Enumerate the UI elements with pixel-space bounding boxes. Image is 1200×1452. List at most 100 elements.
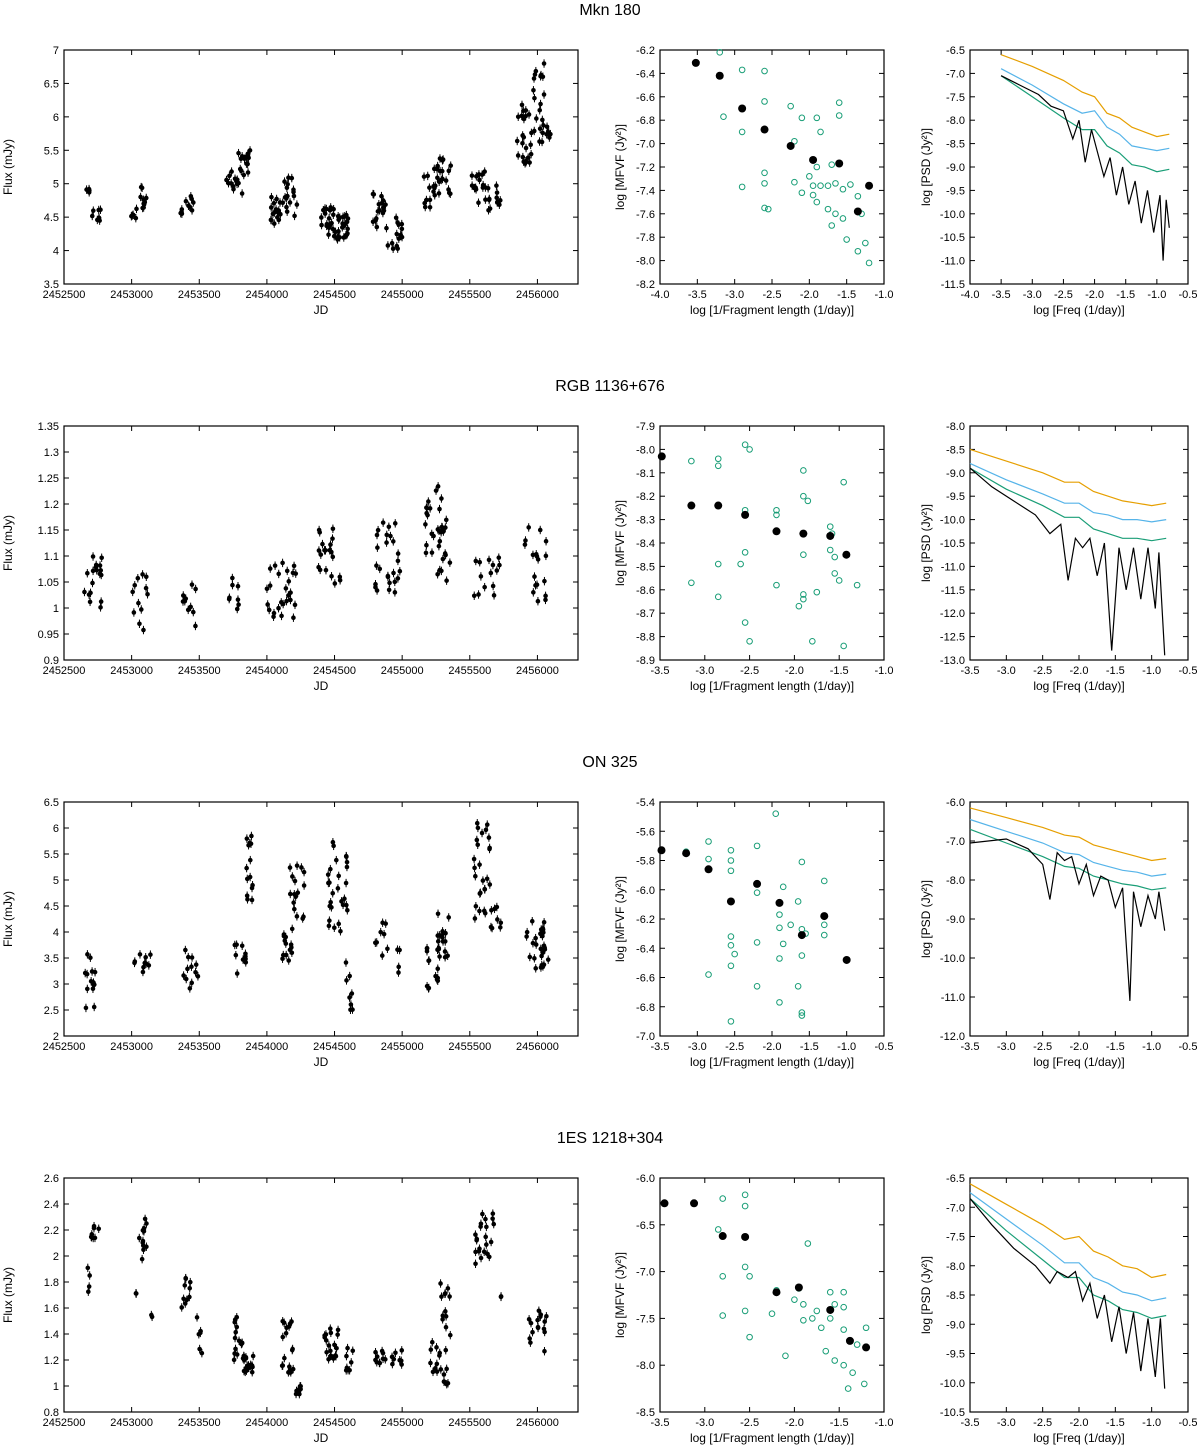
- light-curve-point: [249, 833, 254, 839]
- light-curve-point: [374, 588, 380, 593]
- psd-green-line: [969, 467, 1167, 542]
- mfvf-simulated-point: [828, 222, 836, 229]
- light-curve-point: [538, 72, 544, 78]
- mfvf-observed-point: [775, 898, 784, 907]
- y-tick-label: -6.8: [636, 1002, 655, 1014]
- x-tick-label: -2.0: [1085, 289, 1104, 301]
- light-curve-point: [236, 602, 241, 607]
- y-tick-label: -6.5: [636, 1220, 655, 1232]
- light-curve-point: [292, 602, 298, 608]
- light-curve-point: [435, 484, 441, 489]
- light-curve-point: [231, 1357, 237, 1363]
- light-curve-point: [264, 586, 270, 592]
- light-curve-point: [384, 532, 390, 538]
- mfvf-simulated-point: [753, 842, 761, 850]
- light-curve-point: [233, 1329, 239, 1335]
- mfvf-observed-point: [835, 159, 844, 168]
- mfvf-simulated-point: [738, 66, 746, 74]
- light-curve-point: [332, 1342, 337, 1348]
- light-curve-point: [318, 552, 324, 557]
- light-curve-point: [473, 1232, 478, 1237]
- mfvf-simulated-point: [794, 982, 802, 990]
- light-curve-point: [538, 101, 543, 107]
- light-curve-point: [443, 178, 449, 183]
- light-curve-point: [327, 918, 332, 923]
- light-curve-point: [330, 536, 335, 541]
- light-curve-point: [536, 1308, 542, 1314]
- psd-green-line: [1000, 75, 1170, 173]
- y-tick-label: -7.9: [636, 421, 655, 433]
- light-curve-point: [283, 586, 289, 591]
- light-curve-point: [90, 554, 96, 559]
- light-curve-point: [345, 226, 350, 232]
- y-tick-label: -8.2: [636, 491, 655, 503]
- x-axis-label: log [Freq (1/day)]: [1033, 303, 1124, 317]
- light-curve-point: [438, 1367, 444, 1372]
- light-curve-point: [540, 117, 545, 123]
- light-curve-point: [374, 563, 379, 568]
- light-curve-point: [440, 556, 446, 562]
- light-curve-point: [90, 580, 95, 586]
- x-tick-label: -0.5: [1179, 1041, 1198, 1053]
- y-tick-label: -11.0: [941, 992, 965, 1004]
- y-tick-label: 1.25: [38, 473, 59, 485]
- y-tick-label: 2: [53, 1031, 59, 1043]
- light-curve-point: [478, 1255, 484, 1261]
- light-curve-point: [187, 1279, 193, 1285]
- light-curve-point: [439, 496, 444, 501]
- light-curve-point: [441, 1379, 447, 1385]
- mfvf-simulated-point: [764, 205, 772, 213]
- light-curve-point: [133, 215, 139, 221]
- y-tick-label: -6.6: [636, 973, 655, 985]
- light-curve-point: [397, 568, 403, 574]
- psd-green-line: [969, 828, 1167, 891]
- light-curve-point: [524, 934, 529, 939]
- light-curve-point: [490, 1211, 496, 1216]
- light-curve-point: [284, 598, 289, 604]
- light-curve-point: [92, 969, 98, 975]
- light-curve-point: [232, 1335, 238, 1341]
- light-curve-point: [138, 607, 144, 612]
- y-tick-label: -7.0: [636, 1031, 655, 1043]
- mfvf-simulated-point: [787, 921, 794, 929]
- light-curve-point: [423, 522, 428, 527]
- y-tick-label: 5.5: [44, 849, 59, 861]
- plot-frame: [63, 1177, 579, 1413]
- light-curve-point: [490, 562, 496, 568]
- mfvf-observed-point: [842, 955, 851, 964]
- x-tick-label: 2454000: [245, 665, 288, 677]
- light-curve-point: [534, 116, 539, 121]
- light-curve-point: [245, 170, 251, 175]
- y-tick-label: -5.6: [636, 826, 655, 838]
- mfvf-observed-point: [657, 846, 666, 855]
- plot-frame: [63, 425, 579, 661]
- light-curve-point: [330, 526, 336, 532]
- light-curve-point: [287, 200, 293, 205]
- psd-blue-line: [969, 1192, 1167, 1302]
- light-curve-point: [91, 208, 96, 213]
- light-curve-point: [239, 943, 245, 949]
- x-axis-label: JD: [314, 303, 329, 317]
- light-curve-point: [486, 835, 492, 840]
- light-curve-point: [482, 886, 487, 892]
- light-curve-point: [434, 1369, 440, 1374]
- light-curve-point: [434, 1345, 439, 1350]
- light-curve-point: [543, 538, 549, 544]
- light-curve-point: [496, 555, 502, 560]
- light-curve-point: [520, 141, 525, 146]
- light-curve-point: [85, 986, 90, 992]
- mfvf-simulated-point: [779, 940, 787, 948]
- y-tick-label: -11.0: [941, 561, 965, 573]
- x-tick-label: -1.0: [875, 665, 894, 677]
- light-curve-point: [440, 929, 445, 934]
- light-curve-point: [374, 224, 380, 230]
- y-tick-label: 3.5: [44, 279, 59, 291]
- light-curve-point: [297, 1391, 302, 1397]
- y-tick-label: 1.15: [38, 525, 59, 537]
- light-curve-point: [347, 1367, 352, 1373]
- light-curve-point: [440, 1317, 445, 1322]
- mfvf-simulated-point: [746, 446, 753, 453]
- light-curve-point: [443, 517, 449, 523]
- light-curve-point: [336, 921, 342, 927]
